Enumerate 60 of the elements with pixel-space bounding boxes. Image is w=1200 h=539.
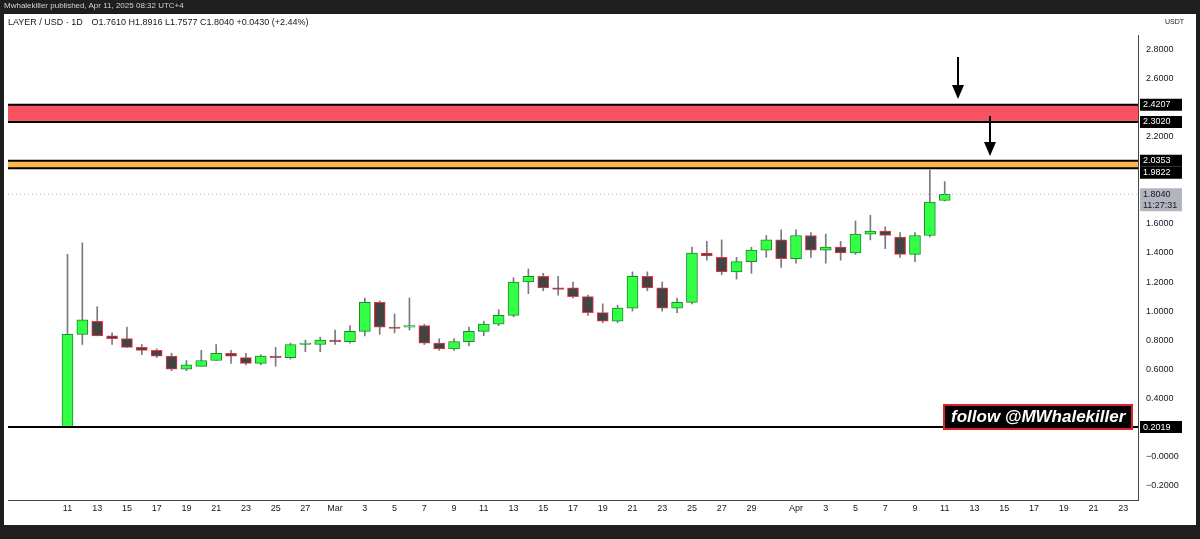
x-tick-label: 17 xyxy=(151,502,162,513)
y-tick-label: 2.8000 xyxy=(1146,44,1174,55)
ref-line-label: 2.0353 xyxy=(1143,155,1171,166)
ref-line-label: 1.8040 11:27:31 xyxy=(1143,188,1178,210)
x-tick-label: 17 xyxy=(1028,502,1039,513)
x-tick-label: 11 xyxy=(479,502,489,513)
x-tick-label: 9 xyxy=(451,502,457,513)
x-tick-label: 15 xyxy=(999,502,1010,513)
x-tick-label: 21 xyxy=(1088,502,1099,513)
x-tick-label: 27 xyxy=(300,502,311,513)
x-tick-label: 15 xyxy=(121,502,132,513)
x-tick-label: 11 xyxy=(62,502,73,513)
x-tick-label: 21 xyxy=(627,502,638,513)
x-tick-label: Apr xyxy=(789,502,804,513)
x-tick-label: 29 xyxy=(746,502,757,513)
x-tick-label: Mar xyxy=(327,502,343,513)
x-tick-label: 21 xyxy=(211,502,222,513)
y-tick-label: 2.6000 xyxy=(1146,73,1174,84)
x-tick-label: 23 xyxy=(1118,502,1129,513)
x-tick-label: 11 xyxy=(940,502,950,513)
y-tick-label: 0.8000 xyxy=(1146,334,1174,345)
x-tick-label: 5 xyxy=(852,502,859,513)
x-tick-label: 27 xyxy=(716,502,727,513)
y-tick-label: 0.6000 xyxy=(1146,363,1174,374)
x-tick-label: 19 xyxy=(181,502,192,513)
x-tick-label: 5 xyxy=(392,502,398,513)
x-tick-label: 25 xyxy=(686,502,697,513)
chart-subtitle: O1.7610 H1.8916 L1.7577 C1.8040 +0.0430 (+2.44%) xyxy=(91,17,309,27)
x-tick-label: 3 xyxy=(823,502,829,513)
x-tick-label: 25 xyxy=(270,502,281,513)
y-tick-label: −0.0000 xyxy=(1146,450,1179,461)
y-tick-label: −0.2000 xyxy=(1146,479,1179,490)
x-tick-label: 9 xyxy=(912,502,918,513)
x-tick-label: 13 xyxy=(969,502,980,513)
text: Mwhalekiller published, Apr 11, 2025 08:32 UTC+4 xyxy=(4,1,184,10)
x-tick-label: 23 xyxy=(657,502,668,513)
x-tick-label: 13 xyxy=(508,502,519,513)
x-tick-label: 7 xyxy=(421,502,427,513)
y-tick-label: 1.4000 xyxy=(1146,247,1174,258)
y-tick-label: 1.2000 xyxy=(1146,276,1174,287)
x-tick-label: 7 xyxy=(882,502,888,513)
candlestick xyxy=(552,275,564,296)
ref-line-label: 2.3020 xyxy=(1143,116,1171,127)
ref-line-label: 2.4207 xyxy=(1143,99,1171,110)
x-tick-label: 19 xyxy=(1058,502,1069,513)
ref-line-label: 1.9822 xyxy=(1143,167,1171,178)
y-tick-label: 1.0000 xyxy=(1146,305,1174,316)
x-tick-label: 19 xyxy=(597,502,608,513)
x-tick-label: 3 xyxy=(362,502,368,513)
x-tick-label: 23 xyxy=(240,502,251,513)
x-tick-label: 13 xyxy=(92,502,103,513)
x-tick-label: 15 xyxy=(538,502,549,513)
x-tick-label: 17 xyxy=(567,502,579,513)
candlestick xyxy=(879,226,892,249)
y-tick-label: 2.2000 xyxy=(1146,131,1174,142)
y-tick-label: 0.4000 xyxy=(1146,392,1174,403)
chart-title: LAYER / USD · 1D xyxy=(8,17,83,27)
ref-line-label: 0.2019 xyxy=(1143,421,1171,432)
annotation: follow @MWhalekiller xyxy=(943,404,1134,430)
y-tick-label: 1.6000 xyxy=(1146,218,1174,229)
